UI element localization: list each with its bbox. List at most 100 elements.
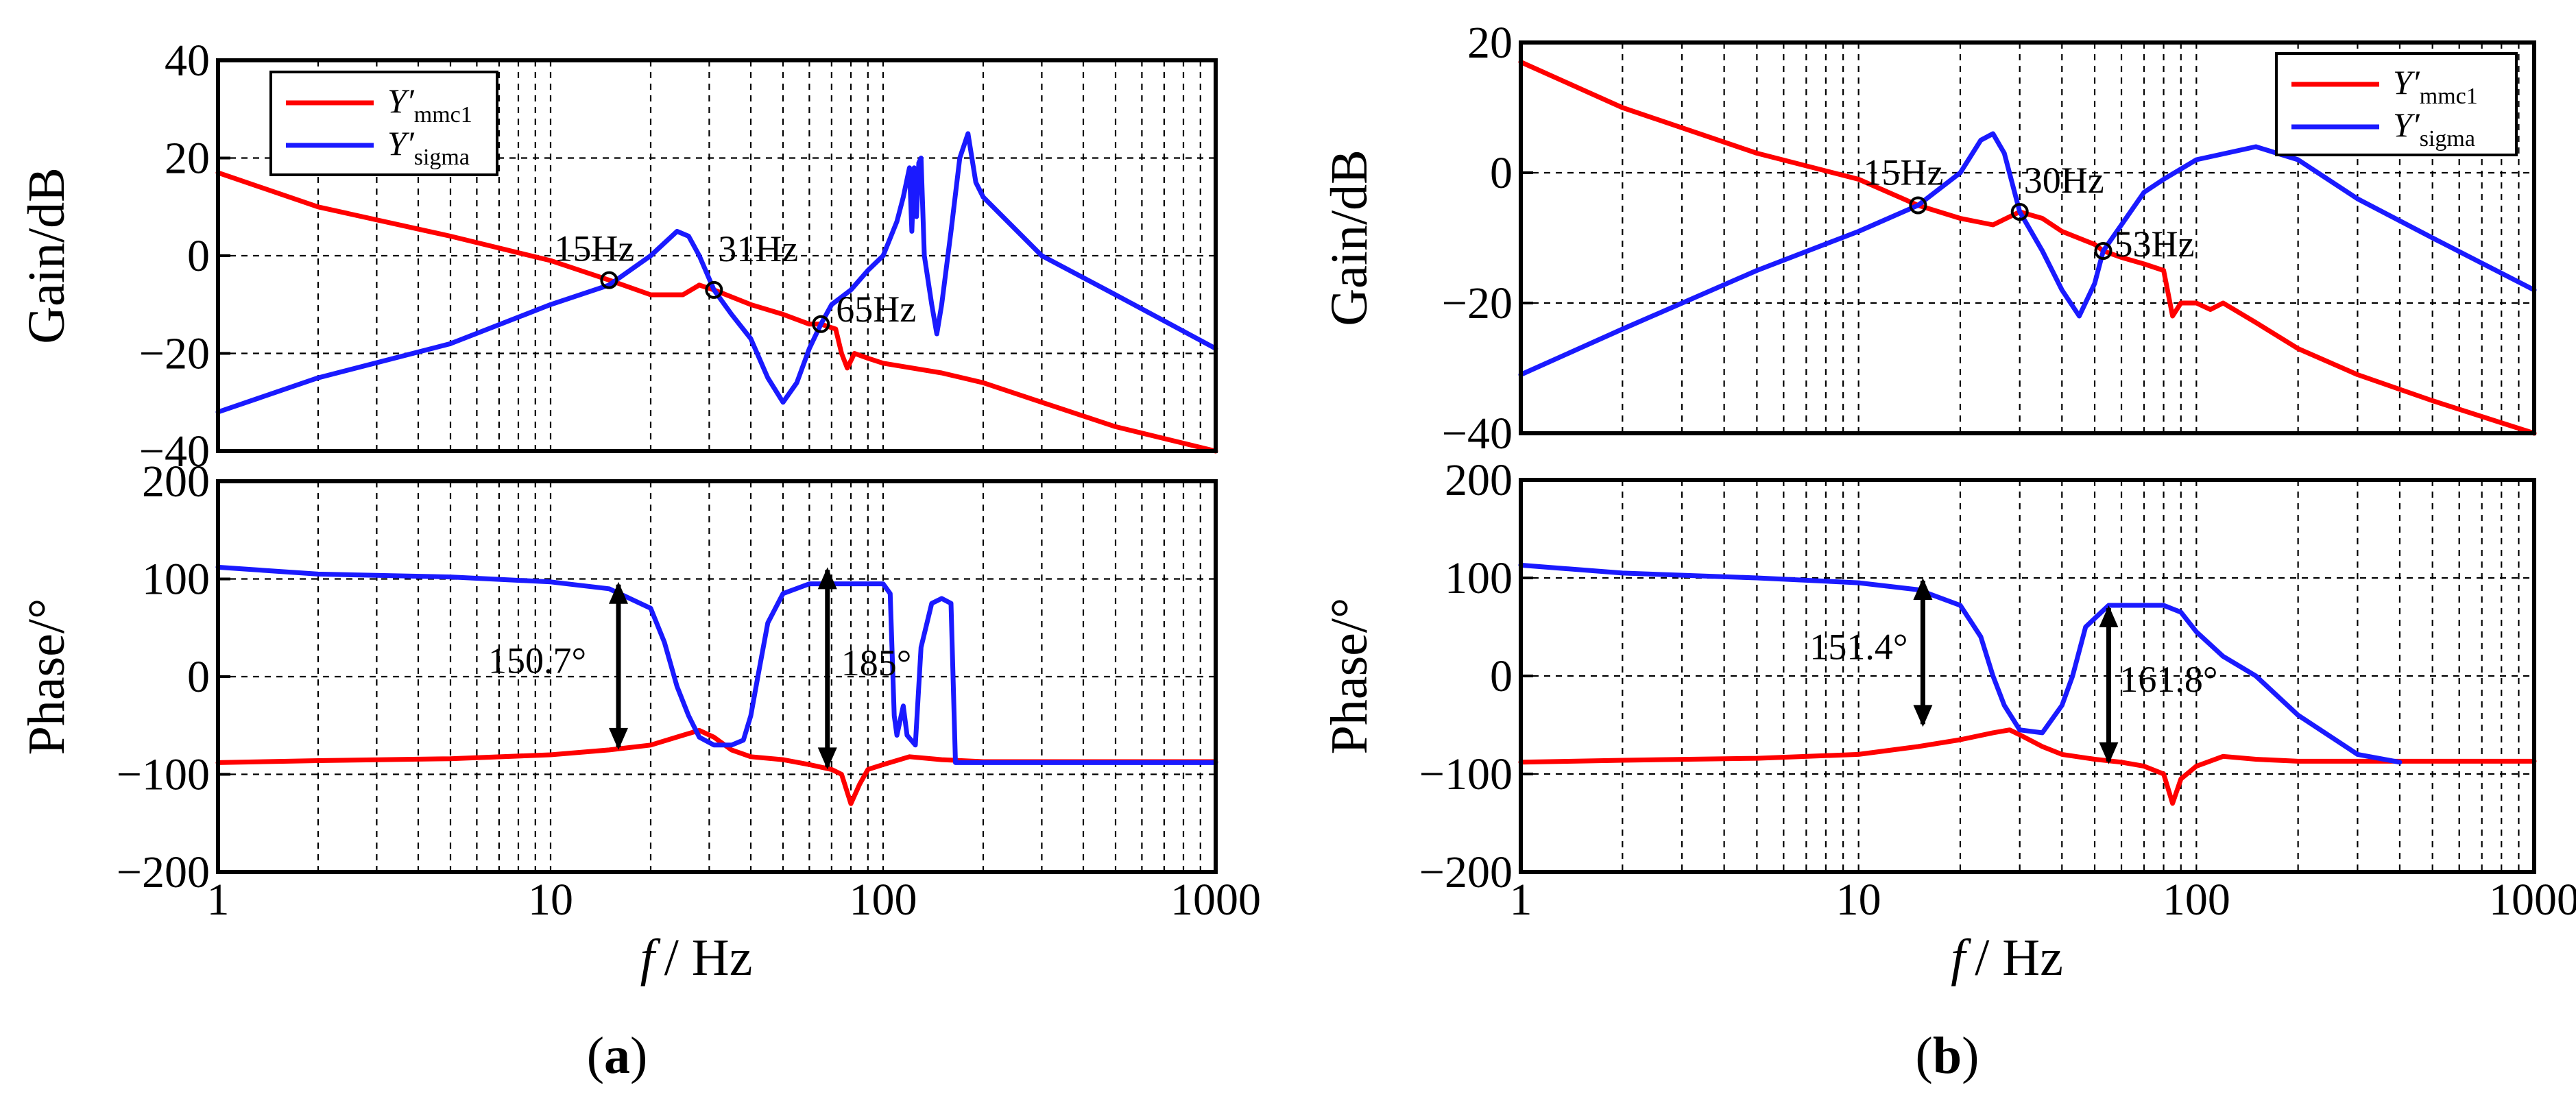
subfigure-paren-close: ) bbox=[630, 1027, 647, 1085]
arrow-head-down bbox=[1913, 705, 1933, 727]
subfigure-letter: b bbox=[1933, 1027, 1962, 1085]
series-ysigma-line bbox=[1518, 131, 2537, 377]
y-tick-label: 0 bbox=[187, 652, 210, 702]
phase-difference-label: 185° bbox=[841, 642, 912, 683]
crossing-marker bbox=[812, 315, 830, 333]
arrow-head-down bbox=[608, 727, 628, 750]
crossing-label: 15Hz bbox=[1863, 152, 1943, 193]
y-tick-label: −40 bbox=[1442, 409, 1513, 459]
y-tick-label: −200 bbox=[1419, 847, 1513, 897]
y-tick-label: 200 bbox=[142, 457, 210, 507]
arrow-head-up bbox=[608, 581, 628, 604]
y-tick-label: 0 bbox=[1490, 148, 1513, 198]
subfigure-letter: a bbox=[604, 1027, 630, 1085]
y-tick-label: 20 bbox=[165, 134, 210, 184]
y-tick-label: −20 bbox=[139, 329, 210, 379]
series-ymmc1-line bbox=[215, 727, 1218, 806]
y-axis-title: Gain/dB bbox=[1321, 149, 1378, 326]
series-ymmc1-line bbox=[1518, 727, 2537, 806]
y-tick-label: −100 bbox=[1419, 749, 1513, 799]
a-phase-panel: −200 −100 0 100 200 1 10 100 1000 Phase/° f / Hz 150… bbox=[18, 457, 1261, 987]
y-tick-label: 0 bbox=[187, 231, 210, 281]
x-tick-label: 1 bbox=[1510, 875, 1532, 925]
legend-symbol: Y′ bbox=[2393, 106, 2420, 144]
legend-subscript: sigma bbox=[2420, 126, 2475, 152]
x-tick-label: 1000 bbox=[1170, 875, 1261, 925]
arrow-head-up bbox=[817, 567, 837, 590]
crossing-label: 31Hz bbox=[718, 228, 798, 269]
legend-label: Y′mmc1 bbox=[2393, 63, 2478, 109]
crossing-label: 30Hz bbox=[2024, 160, 2104, 201]
crossing-marker bbox=[705, 280, 723, 299]
y-tick-label: 100 bbox=[142, 555, 210, 605]
plot-frame bbox=[1519, 478, 2536, 874]
x-axis-title: f / Hz bbox=[1951, 929, 2063, 987]
series-ymmc1-line bbox=[215, 170, 1218, 454]
y-axis-title: Phase/° bbox=[18, 598, 75, 755]
legend-label: Y′sigma bbox=[2393, 106, 2475, 152]
x-axis-title: f / Hz bbox=[640, 929, 753, 987]
subfigure-paren-open: ( bbox=[587, 1027, 604, 1085]
y-tick-label: −200 bbox=[117, 847, 210, 897]
subfigure-paren-close: ) bbox=[1962, 1027, 1979, 1085]
legend-subscript: sigma bbox=[414, 145, 470, 170]
crossing-marker bbox=[600, 271, 618, 289]
phase-difference-label: 150.7° bbox=[488, 640, 586, 681]
x-tick-label: 1 bbox=[207, 875, 230, 925]
arrow-head-up bbox=[2099, 605, 2119, 628]
x-tick-label: 10 bbox=[1836, 875, 1881, 925]
y-tick-label: 100 bbox=[1445, 553, 1513, 603]
y-axis-title: Gain/dB bbox=[18, 167, 75, 344]
y-tick-label: 0 bbox=[1490, 651, 1513, 701]
legend-subscript: mmc1 bbox=[2420, 84, 2478, 109]
subfigure-paren-open: ( bbox=[1916, 1027, 1933, 1085]
y-tick-label: 20 bbox=[1467, 18, 1513, 68]
legend-box bbox=[269, 71, 498, 176]
y-tick-label: −100 bbox=[117, 750, 210, 800]
y-tick-label: −20 bbox=[1442, 278, 1513, 328]
crossing-marker bbox=[1909, 196, 1927, 215]
legend-label: Y′mmc1 bbox=[387, 82, 472, 128]
y-tick-label: −40 bbox=[139, 426, 210, 476]
y-tick-label: 40 bbox=[165, 36, 210, 86]
legend-symbol: Y′ bbox=[387, 82, 415, 120]
crossing-label: 15Hz bbox=[554, 228, 634, 269]
subfigure-label: (a) bbox=[587, 1027, 648, 1085]
crossing-label: 53Hz bbox=[2114, 223, 2194, 265]
x-axis-unit: / Hz bbox=[664, 929, 753, 987]
legend-label: Y′sigma bbox=[387, 124, 470, 170]
x-axis-unit: / Hz bbox=[1975, 929, 2063, 987]
crossing-marker bbox=[2010, 203, 2029, 221]
series-ysigma-line bbox=[215, 564, 1218, 765]
series-ysigma-line bbox=[215, 131, 1218, 415]
x-tick-label: 100 bbox=[2163, 875, 2230, 925]
plot-frame bbox=[216, 58, 1218, 453]
legend-symbol: Y′ bbox=[387, 124, 415, 162]
phase-difference-label: 151.4° bbox=[1809, 627, 1907, 668]
arrow-head-down bbox=[2099, 742, 2119, 764]
crossing-label: 65Hz bbox=[836, 289, 916, 330]
b-phase-panel: −200 −100 0 100 200 1 10 100 1000 Phase/° f / Hz 151… bbox=[1321, 455, 2576, 987]
arrow-head-up bbox=[1913, 578, 1933, 600]
x-tick-label: 10 bbox=[528, 875, 573, 925]
phase-difference-label: 161.8° bbox=[2119, 659, 2217, 700]
arrow-head-down bbox=[817, 747, 837, 770]
series-ysigma-line bbox=[1518, 562, 2403, 765]
legend-symbol: Y′ bbox=[2393, 63, 2420, 101]
legend-box bbox=[2275, 52, 2518, 156]
x-axis-symbol: f bbox=[1951, 929, 1971, 987]
subfigure-label: (b) bbox=[1916, 1027, 1979, 1085]
plot-frame bbox=[216, 479, 1218, 874]
x-tick-label: 1000 bbox=[2489, 875, 2576, 925]
legend-subscript: mmc1 bbox=[414, 102, 472, 128]
plot-frame bbox=[1519, 40, 2536, 435]
crossing-marker bbox=[2094, 242, 2112, 260]
y-tick-label: 200 bbox=[1445, 455, 1513, 505]
x-axis-symbol: f bbox=[640, 929, 661, 987]
